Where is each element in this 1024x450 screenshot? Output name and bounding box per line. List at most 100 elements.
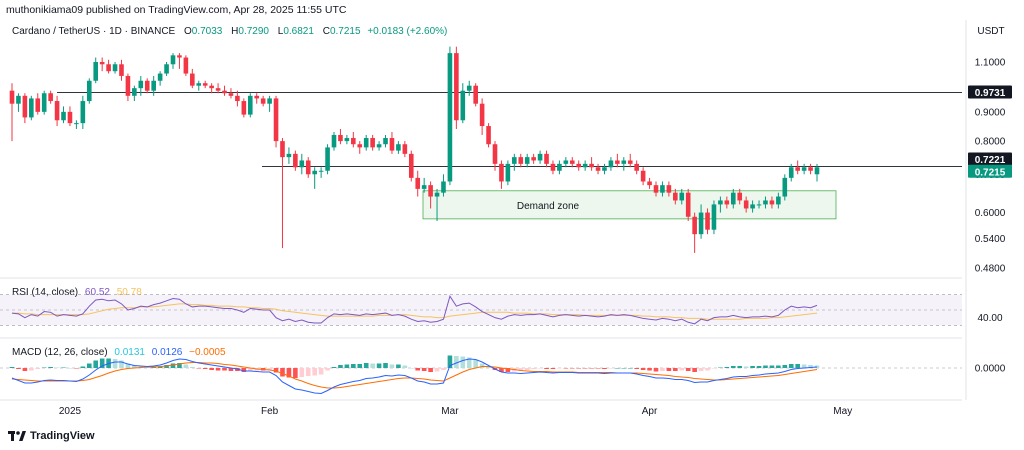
rsi-tick-label: 40.00	[977, 313, 1002, 324]
price-label-box	[968, 152, 1012, 166]
candle-body	[177, 55, 182, 58]
candle-body	[170, 55, 176, 65]
low-value: 0.6821	[283, 26, 314, 37]
close-value: 0.7215	[329, 26, 361, 37]
candle-body	[769, 200, 775, 205]
macd-histogram-bar	[756, 366, 762, 368]
candle-body	[228, 93, 234, 96]
price-tick-label: 1.1000	[975, 58, 1006, 69]
candle-body	[325, 147, 330, 171]
candle-body	[305, 160, 311, 175]
macd-histogram-bar	[132, 365, 137, 368]
macd-histogram-bar	[615, 368, 620, 369]
candle-body	[679, 192, 685, 201]
candle-body	[183, 57, 189, 74]
macd-histogram-bar	[763, 365, 768, 368]
macd-histogram-bar	[209, 368, 214, 370]
candle-body	[479, 103, 485, 127]
macd-histogram-bar	[505, 368, 511, 372]
macd-histogram-bar	[589, 368, 594, 369]
macd-histogram-bar	[499, 368, 504, 372]
macd-histogram-bar	[363, 363, 369, 368]
macd-histogram-bar	[718, 367, 723, 368]
macd-histogram-bar	[621, 368, 627, 369]
tradingview-logo-icon	[8, 431, 26, 441]
candle-body	[119, 64, 124, 76]
price-tick-label: 0.9000	[975, 107, 1006, 118]
macd-tick-label: 0.0000	[975, 364, 1006, 375]
candle-body	[344, 138, 350, 142]
candle-body	[763, 200, 768, 205]
macd-histogram-bar	[441, 368, 446, 370]
macd-histogram-bar	[711, 368, 717, 369]
macd-histogram-bar	[351, 364, 356, 368]
candle-body	[247, 95, 253, 115]
candle-body	[550, 163, 556, 171]
x-axis-label: Mar	[441, 406, 459, 417]
candle-body	[454, 53, 459, 121]
candle-body	[215, 88, 221, 91]
candle-body	[743, 200, 749, 209]
candle-body	[54, 101, 60, 121]
macd-histogram-bar	[267, 368, 272, 370]
candle-body	[428, 185, 433, 197]
candle-body	[402, 144, 408, 154]
candle-body	[788, 167, 794, 178]
candle-body	[421, 185, 427, 189]
candle-body	[795, 167, 800, 171]
macd-signal-value: −0.0005	[189, 347, 226, 358]
macd-histogram-bar	[788, 364, 794, 368]
candle-body	[544, 153, 549, 164]
macd-histogram-bar	[569, 368, 575, 369]
x-axis-label: May	[833, 406, 852, 417]
candle-body	[286, 153, 292, 158]
price-tick-label: 0.6000	[975, 208, 1006, 219]
candle-body	[202, 83, 208, 86]
candle-body	[814, 167, 820, 175]
candle-body	[718, 200, 723, 205]
candle-body	[634, 163, 639, 171]
macd-histogram-bar	[537, 368, 543, 369]
macd-histogram-bar	[685, 368, 691, 371]
candle-body	[338, 134, 343, 142]
macd-line	[11, 358, 818, 395]
price-label: 0.9731	[975, 88, 1006, 99]
macd-histogram-bar	[524, 368, 530, 370]
macd-histogram-bar	[16, 368, 21, 369]
candle-body	[370, 138, 375, 148]
macd-histogram-bar	[724, 367, 730, 368]
macd-histogram-bar	[196, 368, 202, 369]
candle-body	[602, 167, 607, 171]
candle-body	[640, 170, 646, 182]
candle-body	[756, 204, 762, 206]
candle-body	[705, 212, 710, 230]
macd-histogram-bar	[627, 368, 633, 369]
x-axis-label: Feb	[261, 406, 279, 417]
candle-body	[190, 73, 195, 86]
macd-histogram-bar	[389, 364, 395, 368]
candle-body	[293, 153, 298, 168]
macd-histogram-bar	[460, 356, 466, 368]
brand-label: TradingView	[30, 430, 95, 442]
candle-body	[61, 111, 66, 121]
candle-body	[582, 163, 588, 168]
candle-body	[254, 95, 260, 99]
macd-histogram-bar	[74, 368, 79, 369]
candle-body	[595, 167, 601, 171]
macd-histogram-bar	[776, 365, 781, 368]
candle-body	[486, 126, 491, 145]
macd-histogram-bar	[305, 368, 311, 376]
macd-histogram-bar	[640, 368, 646, 370]
candle-body	[698, 212, 704, 235]
candle-body	[808, 167, 813, 171]
macd-histogram-bar	[61, 367, 66, 368]
candle-body	[383, 138, 388, 145]
candle-body	[41, 93, 47, 112]
macd-histogram-bar	[280, 368, 285, 377]
macd-histogram-bar	[402, 365, 408, 368]
macd-histogram-bar	[602, 368, 607, 369]
open-label: O	[184, 26, 192, 37]
currency-button[interactable]: USDT	[977, 26, 1005, 37]
tradingview-logo: TradingView	[8, 430, 95, 442]
